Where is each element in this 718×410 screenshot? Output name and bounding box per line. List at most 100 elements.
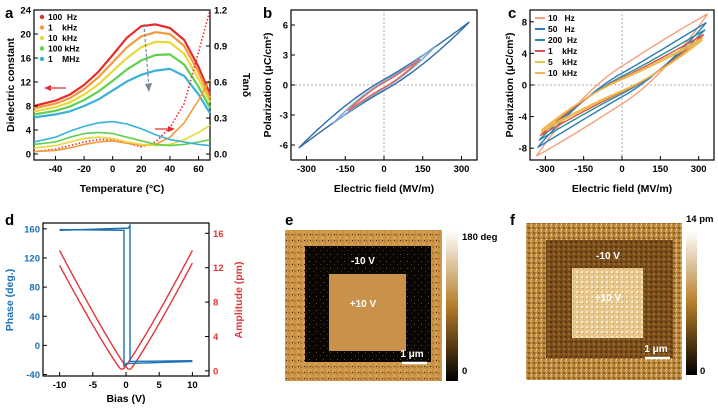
y-tick-label: 0 [35,341,40,352]
inner-voltage-label: +10 V [350,299,377,310]
x-axis-label: Electric field (MV/m) [572,183,672,195]
y-tick-label: 120 [24,253,40,264]
y2-tick-label: 0.9 [214,42,227,53]
y-tick-label: 0 [26,150,31,161]
colorbar-min-label: 0 [700,366,705,377]
panel-label-e: e [285,212,293,229]
panel-label-c: c [508,5,516,22]
trend-arrow-head [145,83,152,92]
panel-label-a: a [5,5,14,22]
x-tick-label: 150 [652,164,668,175]
panel-label-f: f [510,212,516,229]
y2-tick-label: 8 [213,298,218,309]
y-tick-label: -6 [280,141,288,152]
x-tick-label: 10 [187,380,198,391]
legend-label: 10 Hz [548,13,575,23]
y-tick-label: 4 [26,126,32,137]
phase-forward-branch [59,224,193,363]
x-axis-label: Electric field (MV/m) [334,183,434,195]
panel-f: f -10 V +10 V 1 μm 14 pm 0 [510,212,713,380]
legend-label: 100 kHz [48,44,80,54]
y2-tick-label: 0.6 [214,78,227,89]
y-axis-label: Dielectric constant [5,38,17,132]
hysteresis-loop [535,13,709,157]
y2-tick-label: 1.2 [214,6,227,17]
panel-label-d: d [5,212,14,229]
y-tick-label: -4 [519,112,528,123]
y-tick-label: 4 [522,49,528,60]
y-tick-label: 40 [29,312,40,323]
panel-label-b: b [263,5,272,22]
y-tick-label: 80 [29,283,40,294]
y-tick-label: -3 [280,111,288,122]
tan-delta-series-line [33,120,211,147]
y-axis-label: Polarization (μC/cm²) [262,32,274,137]
x-axis-label: Temperature (°C) [80,183,165,195]
frequency-hysteresis-plot [530,10,714,160]
plot-frame [33,9,211,161]
panel-d: d -10 -5 0 5 10 -40 0 40 80 120 160 0 4 8 12 16 Bias (V… [4,212,245,405]
legend-marker [39,25,45,30]
pfm-loop-plot [58,224,194,370]
x-tick-label: -40 [49,164,63,175]
y-tick-label: 0 [522,81,527,92]
colorbar [446,230,458,381]
y-tick-label: 160 [24,224,40,235]
panel-e: e -10 V +10 V 1 μm 180 deg 0 [285,212,498,381]
dielectric-series-line [33,23,212,108]
y-axis-label: Polarization (μC/cm²) [504,32,516,137]
axis-arrow-right-head [168,126,175,132]
colorbar-max-label: 180 deg [462,232,498,243]
x-tick-label: 0 [110,164,115,175]
tan-delta-series-line [33,124,211,149]
legend-label: 200 Hz [548,35,577,45]
hysteresis-loop [298,21,470,149]
x-tick-label: -150 [574,164,593,175]
y-tick-label: 8 [522,17,527,28]
dielectric-plot [33,9,212,153]
scalebar-label: 1 μm [400,349,423,360]
legend-label: 1 kHz [48,23,77,33]
legend-label: 10 kHz [548,68,577,78]
phase-reverse-branch [59,228,193,368]
legend-marker [39,35,45,41]
legend-label: 1 kHz [548,46,577,56]
y-tick-label: 20 [20,30,31,41]
legend-label: 5 kHz [548,57,577,67]
y-tick-label: 6 [283,21,288,32]
x-tick-label: 0 [619,164,624,175]
legend-marker [39,46,45,51]
x-tick-label: 0 [123,380,128,391]
outer-voltage-label: -10 V [351,256,375,267]
y-tick-label: 24 [20,6,31,17]
x-tick-label: 300 [454,164,470,175]
inner-voltage-label: +10 V [595,293,622,304]
dielectric-series-line [33,40,211,113]
x-axis-label: Bias (V) [106,393,145,405]
x-tick-label: 300 [691,164,707,175]
colorbar-min-label: 0 [462,366,467,377]
x-tick-label: -10 [53,380,67,391]
x-tick-label: -20 [77,164,91,175]
plot-frame [42,222,210,377]
dielectric-series-line [33,31,212,110]
y2-axis-label: Tanδ [240,73,252,97]
y2-axis-label: Amplitude (pm) [233,262,245,339]
tan-delta-series-line [33,79,211,153]
x-tick-label: 20 [136,164,147,175]
axis-arrow-left-head [44,85,51,91]
y2-tick-label: 0.0 [214,150,227,161]
legend-label: 10 kHz [48,33,77,43]
x-tick-label: 0 [381,164,386,175]
hysteresis-loop [541,39,703,131]
dielectric-series-line [33,67,211,119]
y2-tick-label: 4 [213,332,219,343]
dielectric-series-line [33,53,211,116]
y-tick-label: 0 [283,81,288,92]
y2-tick-label: 16 [213,229,224,240]
x-tick-label: 150 [415,164,431,175]
y-tick-label: 12 [20,78,31,89]
